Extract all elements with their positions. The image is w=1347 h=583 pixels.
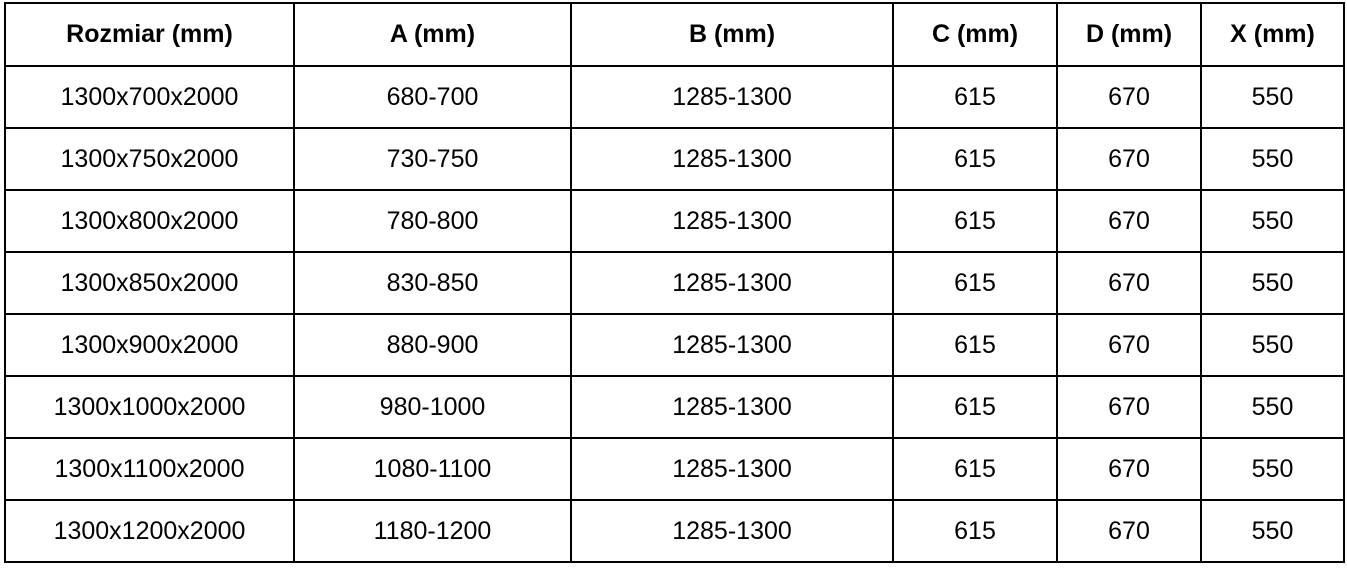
dimensions-table: Rozmiar (mm) A (mm) B (mm) C (mm) D (mm)… — [4, 2, 1345, 563]
table-row: 1300x900x2000 880-900 1285-1300 615 670 550 — [4, 313, 1345, 377]
cell-d: 670 — [1056, 127, 1202, 191]
cell-a: 1080-1100 — [293, 437, 572, 501]
cell-x: 550 — [1200, 127, 1345, 191]
cell-a: 780-800 — [293, 189, 572, 253]
table-row: 1300x1200x2000 1180-1200 1285-1300 615 670 55… — [4, 499, 1345, 563]
cell-d: 670 — [1056, 313, 1202, 377]
cell-d: 670 — [1056, 189, 1202, 253]
cell-b: 1285-1300 — [570, 127, 894, 191]
cell-size: 1300x1000x2000 — [4, 375, 295, 439]
cell-c: 615 — [892, 313, 1058, 377]
table-row: 1300x800x2000 780-800 1285-1300 615 670 550 — [4, 189, 1345, 253]
table-row: 1300x850x2000 830-850 1285-1300 615 670 550 — [4, 251, 1345, 315]
cell-c: 615 — [892, 375, 1058, 439]
cell-a: 880-900 — [293, 313, 572, 377]
cell-b: 1285-1300 — [570, 313, 894, 377]
cell-a: 830-850 — [293, 251, 572, 315]
cell-size: 1300x850x2000 — [4, 251, 295, 315]
header-d: D (mm) — [1056, 2, 1202, 67]
cell-d: 670 — [1056, 251, 1202, 315]
table-row: 1300x750x2000 730-750 1285-1300 615 670 550 — [4, 127, 1345, 191]
table-row: 1300x1000x2000 980-1000 1285-1300 615 670 550 — [4, 375, 1345, 439]
cell-a: 680-700 — [293, 65, 572, 129]
cell-x: 550 — [1200, 313, 1345, 377]
cell-x: 550 — [1200, 499, 1345, 563]
cell-a: 1180-1200 — [293, 499, 572, 563]
cell-b: 1285-1300 — [570, 65, 894, 129]
cell-x: 550 — [1200, 65, 1345, 129]
cell-c: 615 — [892, 251, 1058, 315]
cell-a: 730-750 — [293, 127, 572, 191]
cell-c: 615 — [892, 437, 1058, 501]
cell-x: 550 — [1200, 189, 1345, 253]
cell-c: 615 — [892, 127, 1058, 191]
cell-size: 1300x900x2000 — [4, 313, 295, 377]
cell-b: 1285-1300 — [570, 251, 894, 315]
cell-c: 615 — [892, 65, 1058, 129]
cell-b: 1285-1300 — [570, 499, 894, 563]
cell-x: 550 — [1200, 251, 1345, 315]
cell-c: 615 — [892, 499, 1058, 563]
cell-a: 980-1000 — [293, 375, 572, 439]
cell-b: 1285-1300 — [570, 375, 894, 439]
cell-c: 615 — [892, 189, 1058, 253]
header-c: C (mm) — [892, 2, 1058, 67]
table-row: 1300x700x2000 680-700 1285-1300 615 670 550 — [4, 65, 1345, 129]
cell-d: 670 — [1056, 437, 1202, 501]
header-b: B (mm) — [570, 2, 894, 67]
cell-x: 550 — [1200, 375, 1345, 439]
cell-b: 1285-1300 — [570, 437, 894, 501]
cell-size: 1300x700x2000 — [4, 65, 295, 129]
cell-size: 1300x1100x2000 — [4, 437, 295, 501]
header-x: X (mm) — [1200, 2, 1345, 67]
cell-d: 670 — [1056, 499, 1202, 563]
table-row: 1300x1100x2000 1080-1100 1285-1300 615 670 55… — [4, 437, 1345, 501]
cell-size: 1300x1200x2000 — [4, 499, 295, 563]
cell-x: 550 — [1200, 437, 1345, 501]
cell-size: 1300x750x2000 — [4, 127, 295, 191]
cell-d: 670 — [1056, 65, 1202, 129]
header-a: A (mm) — [293, 2, 572, 67]
cell-b: 1285-1300 — [570, 189, 894, 253]
cell-size: 1300x800x2000 — [4, 189, 295, 253]
header-size: Rozmiar (mm) — [4, 2, 295, 67]
cell-d: 670 — [1056, 375, 1202, 439]
header-row: Rozmiar (mm) A (mm) B (mm) C (mm) D (mm)… — [4, 2, 1345, 67]
